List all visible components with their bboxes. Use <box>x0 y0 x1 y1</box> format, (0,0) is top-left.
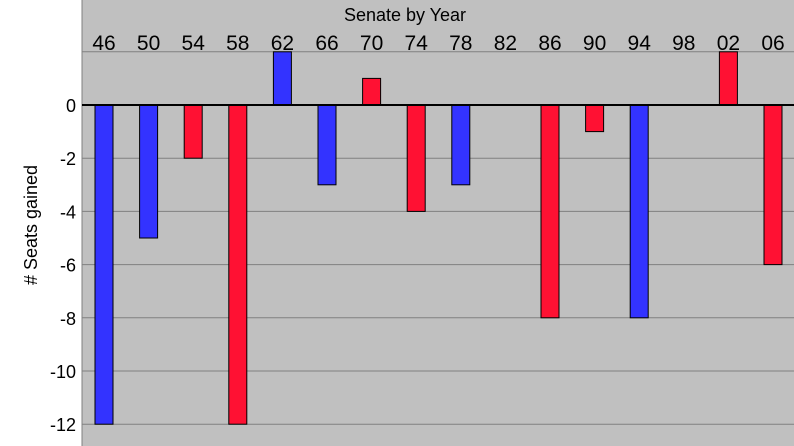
x-tick-label: 82 <box>494 32 517 55</box>
y-tick-labels: -12 -10 -8 -6 -4 -2 0 <box>50 96 76 435</box>
x-tick-label: 74 <box>405 32 429 55</box>
bar-66 <box>317 104 337 186</box>
y-tick-label: -10 <box>50 362 76 382</box>
x-tick-label: 02 <box>717 32 740 55</box>
bar-50 <box>139 104 159 239</box>
x-tick-label: 62 <box>271 32 294 55</box>
x-tick-label: 06 <box>761 32 784 55</box>
x-tick-label: 98 <box>672 32 695 55</box>
x-tick-label: 78 <box>449 32 472 55</box>
y-tick-label: 0 <box>66 96 76 116</box>
bar-54 <box>183 104 203 159</box>
y-tick-label: -6 <box>60 256 76 276</box>
x-tick-label: 50 <box>137 32 160 55</box>
bar-62 <box>272 51 292 106</box>
y-axis-label: # Seats gained <box>21 165 41 285</box>
bar-86 <box>540 104 560 319</box>
bar-58 <box>228 104 248 425</box>
bar-46 <box>94 104 114 425</box>
x-tick-label: 58 <box>226 32 249 55</box>
bar-94 <box>629 104 649 319</box>
y-tick-label: -4 <box>60 202 76 222</box>
x-tick-label: 54 <box>182 32 206 55</box>
x-tick-label: 86 <box>538 32 561 55</box>
bar-70 <box>362 77 382 106</box>
x-tick-label: 70 <box>360 32 383 55</box>
bar-90 <box>585 104 605 133</box>
plot-area <box>82 0 794 446</box>
x-tick-labels: 46 50 54 58 62 66 70 74 78 82 86 90 94 98 02 06 <box>92 32 784 55</box>
x-tick-label: 94 <box>628 32 652 55</box>
y-tick-label: -8 <box>60 309 76 329</box>
x-tick-label: 66 <box>315 32 338 55</box>
x-tick-label: 90 <box>583 32 606 55</box>
bar-02 <box>718 51 738 106</box>
y-tick-label: -2 <box>60 149 76 169</box>
y-tick-label: -12 <box>50 415 76 435</box>
bar-74 <box>406 104 426 212</box>
bar-06 <box>763 104 783 266</box>
x-tick-label: 46 <box>92 32 115 55</box>
bar-78 <box>451 104 471 186</box>
chart-title: Senate by Year <box>344 5 466 25</box>
